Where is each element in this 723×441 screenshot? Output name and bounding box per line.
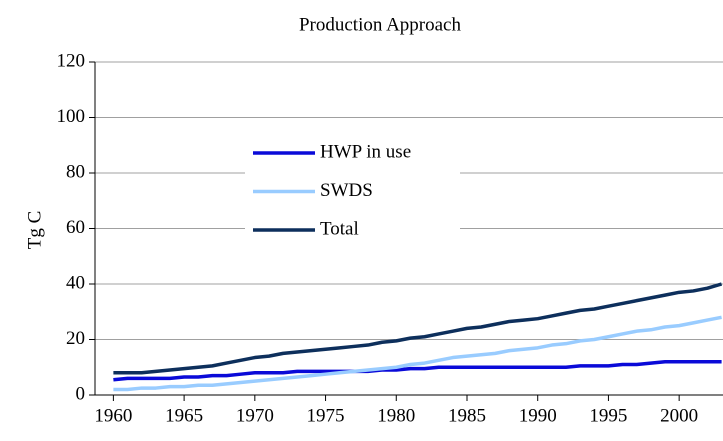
x-tick-label: 1980 [377, 405, 415, 426]
x-tick-label: 1970 [236, 405, 274, 426]
y-tick-label: 80 [66, 161, 85, 182]
y-tick-label: 40 [66, 272, 85, 293]
legend-label: SWDS [320, 180, 373, 201]
y-tick-label: 60 [66, 217, 85, 238]
line [113, 359, 722, 382]
y-tick-label: 120 [57, 50, 86, 71]
line [113, 282, 723, 375]
x-tick-label: 1960 [94, 405, 132, 426]
y-tick-label: 0 [76, 383, 86, 404]
y-tick-label: 20 [66, 328, 85, 349]
line [113, 315, 722, 392]
legend-label: Total [320, 218, 359, 239]
x-tick-label: 1965 [165, 405, 203, 426]
x-tick-label: 1975 [307, 405, 345, 426]
y-axis-label: Tg C [24, 211, 45, 250]
x-tick-label: 2000 [660, 405, 698, 426]
y-tick-label: 100 [57, 106, 86, 127]
legend: HWP in use SWDS Total [245, 133, 460, 251]
chart-title: Production Approach [299, 14, 462, 35]
x-tick-label: 1990 [519, 405, 557, 426]
x-tick-label: 1985 [448, 405, 486, 426]
x-tick-label: 1995 [589, 405, 627, 426]
legend-label: HWP in use [320, 141, 411, 162]
